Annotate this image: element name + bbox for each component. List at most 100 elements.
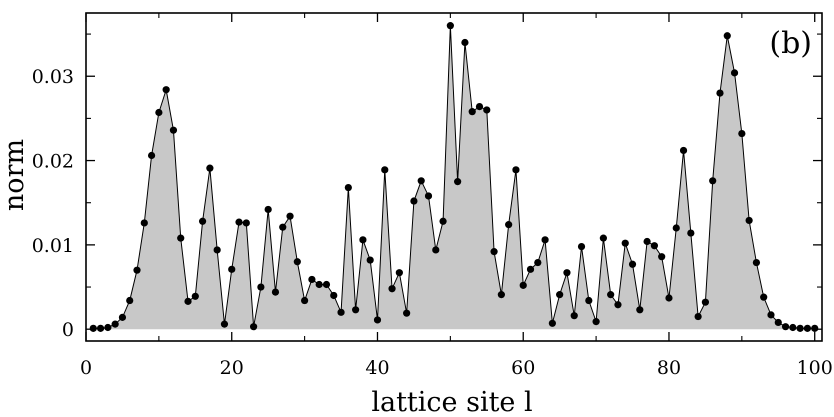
y-tick-label-3: 0.03: [32, 66, 74, 88]
data-point-56: [490, 248, 498, 256]
data-point-57: [497, 291, 505, 299]
data-point-89: [730, 69, 739, 77]
data-point-54: [475, 102, 484, 111]
y-tick-label-2: 0.02: [32, 151, 74, 173]
data-point-13: [177, 234, 185, 242]
ticks: [85, 13, 822, 341]
data-point-37: [352, 306, 360, 314]
data-point-47: [424, 192, 433, 200]
data-point-85: [701, 298, 710, 306]
data-point-96: [781, 323, 790, 331]
data-point-42: [388, 285, 396, 293]
data-point-41: [381, 166, 389, 174]
data-point-70: [592, 318, 600, 326]
data-point-6: [126, 296, 134, 305]
data-point-23: [250, 323, 258, 331]
data-point-30: [301, 296, 309, 305]
data-point-32: [315, 280, 323, 289]
data-point-24: [257, 283, 265, 291]
data-point-94: [767, 311, 775, 319]
data-point-50: [446, 22, 454, 30]
tick-labels: 0 20 40 60 80 100 0 0.01 0.02 0.03: [32, 66, 833, 379]
data-point-20: [228, 265, 236, 273]
data-point-77: [643, 237, 651, 246]
data-point-65: [556, 291, 564, 299]
data-point-58: [505, 221, 513, 229]
data-point-4: [111, 320, 119, 328]
data-point-79: [658, 253, 666, 261]
data-point-10: [155, 108, 163, 117]
axes: [85, 12, 823, 342]
data-point-43: [395, 269, 403, 277]
data-point-44: [403, 309, 411, 317]
x-tick-label-100: 100: [797, 357, 833, 379]
data-point-53: [468, 108, 476, 116]
data-point-67: [570, 312, 578, 320]
y-axis-label: norm: [0, 139, 30, 211]
data-point-14: [184, 297, 192, 305]
data-point-66: [563, 269, 571, 277]
data-point-38: [359, 236, 367, 244]
data-point-15: [191, 292, 199, 300]
data-point-29: [293, 258, 301, 266]
data-point-49: [439, 217, 447, 225]
data-point-92: [752, 258, 761, 267]
data-point-83: [687, 229, 695, 237]
x-axis-label: lattice site l: [371, 387, 532, 417]
data-point-100: [811, 324, 819, 332]
data-point-21: [235, 218, 243, 226]
series-line-path: [93, 25, 815, 329]
data-point-39: [366, 256, 374, 264]
x-tick-label-0: 0: [80, 357, 92, 379]
data-point-71: [599, 234, 607, 242]
data-point-75: [628, 260, 637, 268]
plot-frame: [85, 12, 823, 342]
data-point-34: [330, 291, 338, 300]
data-point-80: [665, 294, 673, 302]
data-point-19: [220, 320, 229, 328]
data-point-63: [541, 236, 549, 244]
data-point-76: [636, 306, 644, 314]
series-line: [93, 25, 815, 329]
data-point-46: [417, 177, 425, 185]
data-point-86: [709, 177, 717, 185]
data-point-2: [96, 324, 105, 332]
data-point-74: [621, 239, 629, 247]
data-point-73: [614, 301, 622, 309]
markers: [89, 22, 819, 332]
panel-label: (b): [769, 26, 812, 61]
x-tick-label-20: 20: [220, 357, 244, 379]
data-point-97: [789, 323, 797, 332]
data-point-60: [519, 281, 527, 289]
data-point-88: [723, 32, 731, 40]
area-fill-path: [93, 25, 815, 330]
data-point-28: [286, 212, 294, 220]
data-point-62: [534, 258, 542, 267]
data-point-99: [803, 324, 812, 332]
data-point-17: [206, 164, 214, 172]
data-point-33: [322, 280, 331, 289]
data-point-78: [650, 242, 659, 250]
data-point-61: [526, 265, 535, 273]
data-point-22: [242, 219, 250, 227]
y-tick-label-1: 0.01: [32, 235, 74, 257]
data-point-55: [483, 106, 491, 114]
data-point-11: [162, 86, 170, 94]
data-point-27: [279, 223, 287, 231]
data-point-12: [169, 126, 178, 134]
data-point-3: [104, 323, 112, 332]
data-point-18: [213, 246, 221, 254]
data-point-8: [140, 219, 148, 227]
y-tick-label-0: 0: [62, 319, 74, 341]
data-point-91: [745, 216, 753, 225]
data-point-1: [89, 324, 97, 332]
data-point-5: [118, 313, 127, 321]
data-point-90: [738, 129, 746, 138]
data-point-98: [796, 324, 804, 332]
data-point-48: [432, 246, 440, 254]
data-point-45: [410, 197, 418, 205]
data-point-68: [577, 242, 586, 251]
data-point-87: [716, 89, 724, 97]
data-point-36: [344, 183, 352, 192]
